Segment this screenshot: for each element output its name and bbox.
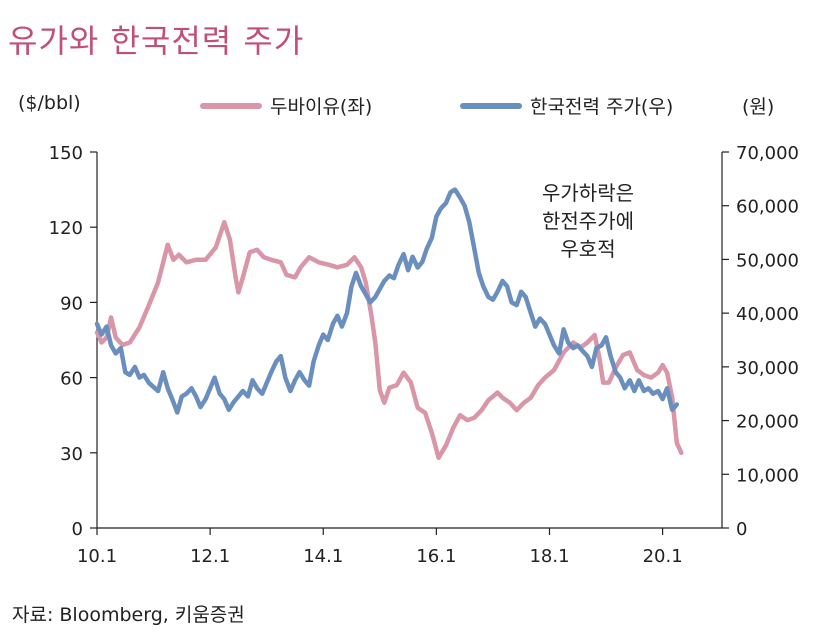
right-axis-tick-label: 20,000 <box>736 412 799 433</box>
x-axis-tick-label: 12.1 <box>190 546 230 567</box>
legend-label-oil: 두바이유(좌) <box>270 96 373 118</box>
right-axis-unit: (원) <box>742 96 775 118</box>
left-axis-tick-label: 60 <box>60 369 83 390</box>
right-axis-tick-label: 60,000 <box>736 197 799 218</box>
chart-title: 유가와 한국전력 주가 <box>8 22 305 60</box>
right-axis-tick-label: 10,000 <box>736 465 799 486</box>
x-axis-tick-label: 20.1 <box>643 546 683 567</box>
right-axis-tick-label: 0 <box>736 519 747 540</box>
annotation-line: 우가하락은 <box>542 181 634 205</box>
legend-label-kepco: 한국전력 주가(우) <box>530 96 674 118</box>
legend-item-kepco: 한국전력 주가(우) <box>460 92 673 119</box>
annotation-line: 한전주가에 <box>542 209 634 233</box>
right-axis-tick-label: 40,000 <box>736 304 799 325</box>
series-line-kepco <box>94 187 680 415</box>
left-axis-tick-label: 120 <box>49 218 83 239</box>
legend-item-oil: 두바이유(좌) <box>200 92 372 119</box>
series-line-oil <box>94 219 684 461</box>
legend-swatch-oil <box>200 102 262 109</box>
left-axis-tick-label: 30 <box>60 444 83 465</box>
legend-swatch-kepco <box>460 102 522 109</box>
right-axis-tick-label: 30,000 <box>736 358 799 379</box>
x-axis-tick-label: 16.1 <box>416 546 456 567</box>
left-axis-tick-label: 150 <box>49 143 83 164</box>
x-axis-tick-label: 10.1 <box>77 546 117 567</box>
left-axis-tick-label: 0 <box>72 519 83 540</box>
annotation-line: 우호적 <box>560 237 615 261</box>
x-axis-tick-label: 18.1 <box>529 546 569 567</box>
x-axis-tick-label: 14.1 <box>303 546 343 567</box>
right-axis-tick-label: 70,000 <box>736 143 799 164</box>
right-axis-tick-label: 50,000 <box>736 250 799 271</box>
source-note: 자료: Bloomberg, 키움증권 <box>12 604 245 626</box>
left-axis-tick-label: 90 <box>60 293 83 314</box>
left-axis-unit: ($/bbl) <box>18 92 81 114</box>
